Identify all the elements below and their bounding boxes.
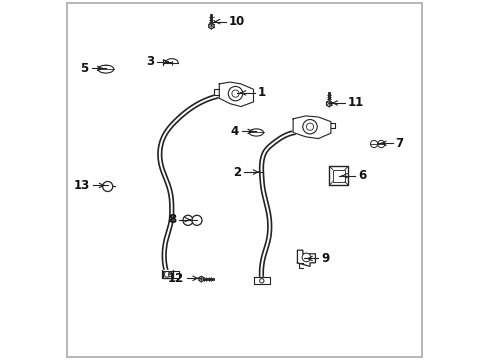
Polygon shape [103, 177, 112, 180]
Circle shape [183, 215, 193, 225]
Polygon shape [163, 271, 178, 278]
Circle shape [370, 140, 377, 148]
Polygon shape [208, 23, 214, 29]
Text: 9: 9 [321, 252, 329, 265]
Polygon shape [292, 116, 330, 139]
Polygon shape [162, 270, 172, 278]
Circle shape [306, 123, 313, 130]
Text: 10: 10 [228, 15, 244, 28]
Text: 8: 8 [167, 213, 176, 226]
Circle shape [168, 272, 172, 276]
Text: 1: 1 [257, 86, 265, 99]
Text: 2: 2 [233, 166, 241, 179]
Text: 12: 12 [167, 272, 183, 285]
Text: 11: 11 [347, 96, 363, 109]
Circle shape [259, 279, 264, 283]
Polygon shape [326, 101, 331, 107]
Bar [329, 166, 347, 185]
Polygon shape [297, 250, 315, 266]
Polygon shape [370, 140, 384, 148]
Circle shape [231, 90, 239, 97]
Polygon shape [98, 65, 114, 73]
Bar [332, 170, 344, 182]
Ellipse shape [98, 65, 114, 73]
Polygon shape [253, 277, 269, 284]
Circle shape [377, 140, 384, 148]
Polygon shape [330, 123, 335, 128]
Circle shape [302, 253, 310, 262]
Polygon shape [213, 89, 219, 95]
Polygon shape [199, 276, 203, 282]
Circle shape [102, 181, 113, 192]
Circle shape [228, 86, 242, 101]
Ellipse shape [249, 129, 263, 136]
Polygon shape [219, 82, 253, 107]
Polygon shape [249, 129, 263, 136]
Text: 5: 5 [80, 62, 88, 75]
Text: 13: 13 [74, 179, 90, 192]
Circle shape [164, 271, 170, 277]
Text: 7: 7 [395, 137, 403, 150]
Text: 3: 3 [146, 55, 154, 68]
Circle shape [302, 120, 317, 134]
Text: 4: 4 [230, 125, 238, 138]
Text: 6: 6 [358, 169, 366, 182]
Polygon shape [299, 263, 302, 268]
Polygon shape [163, 60, 178, 64]
Circle shape [192, 215, 202, 225]
